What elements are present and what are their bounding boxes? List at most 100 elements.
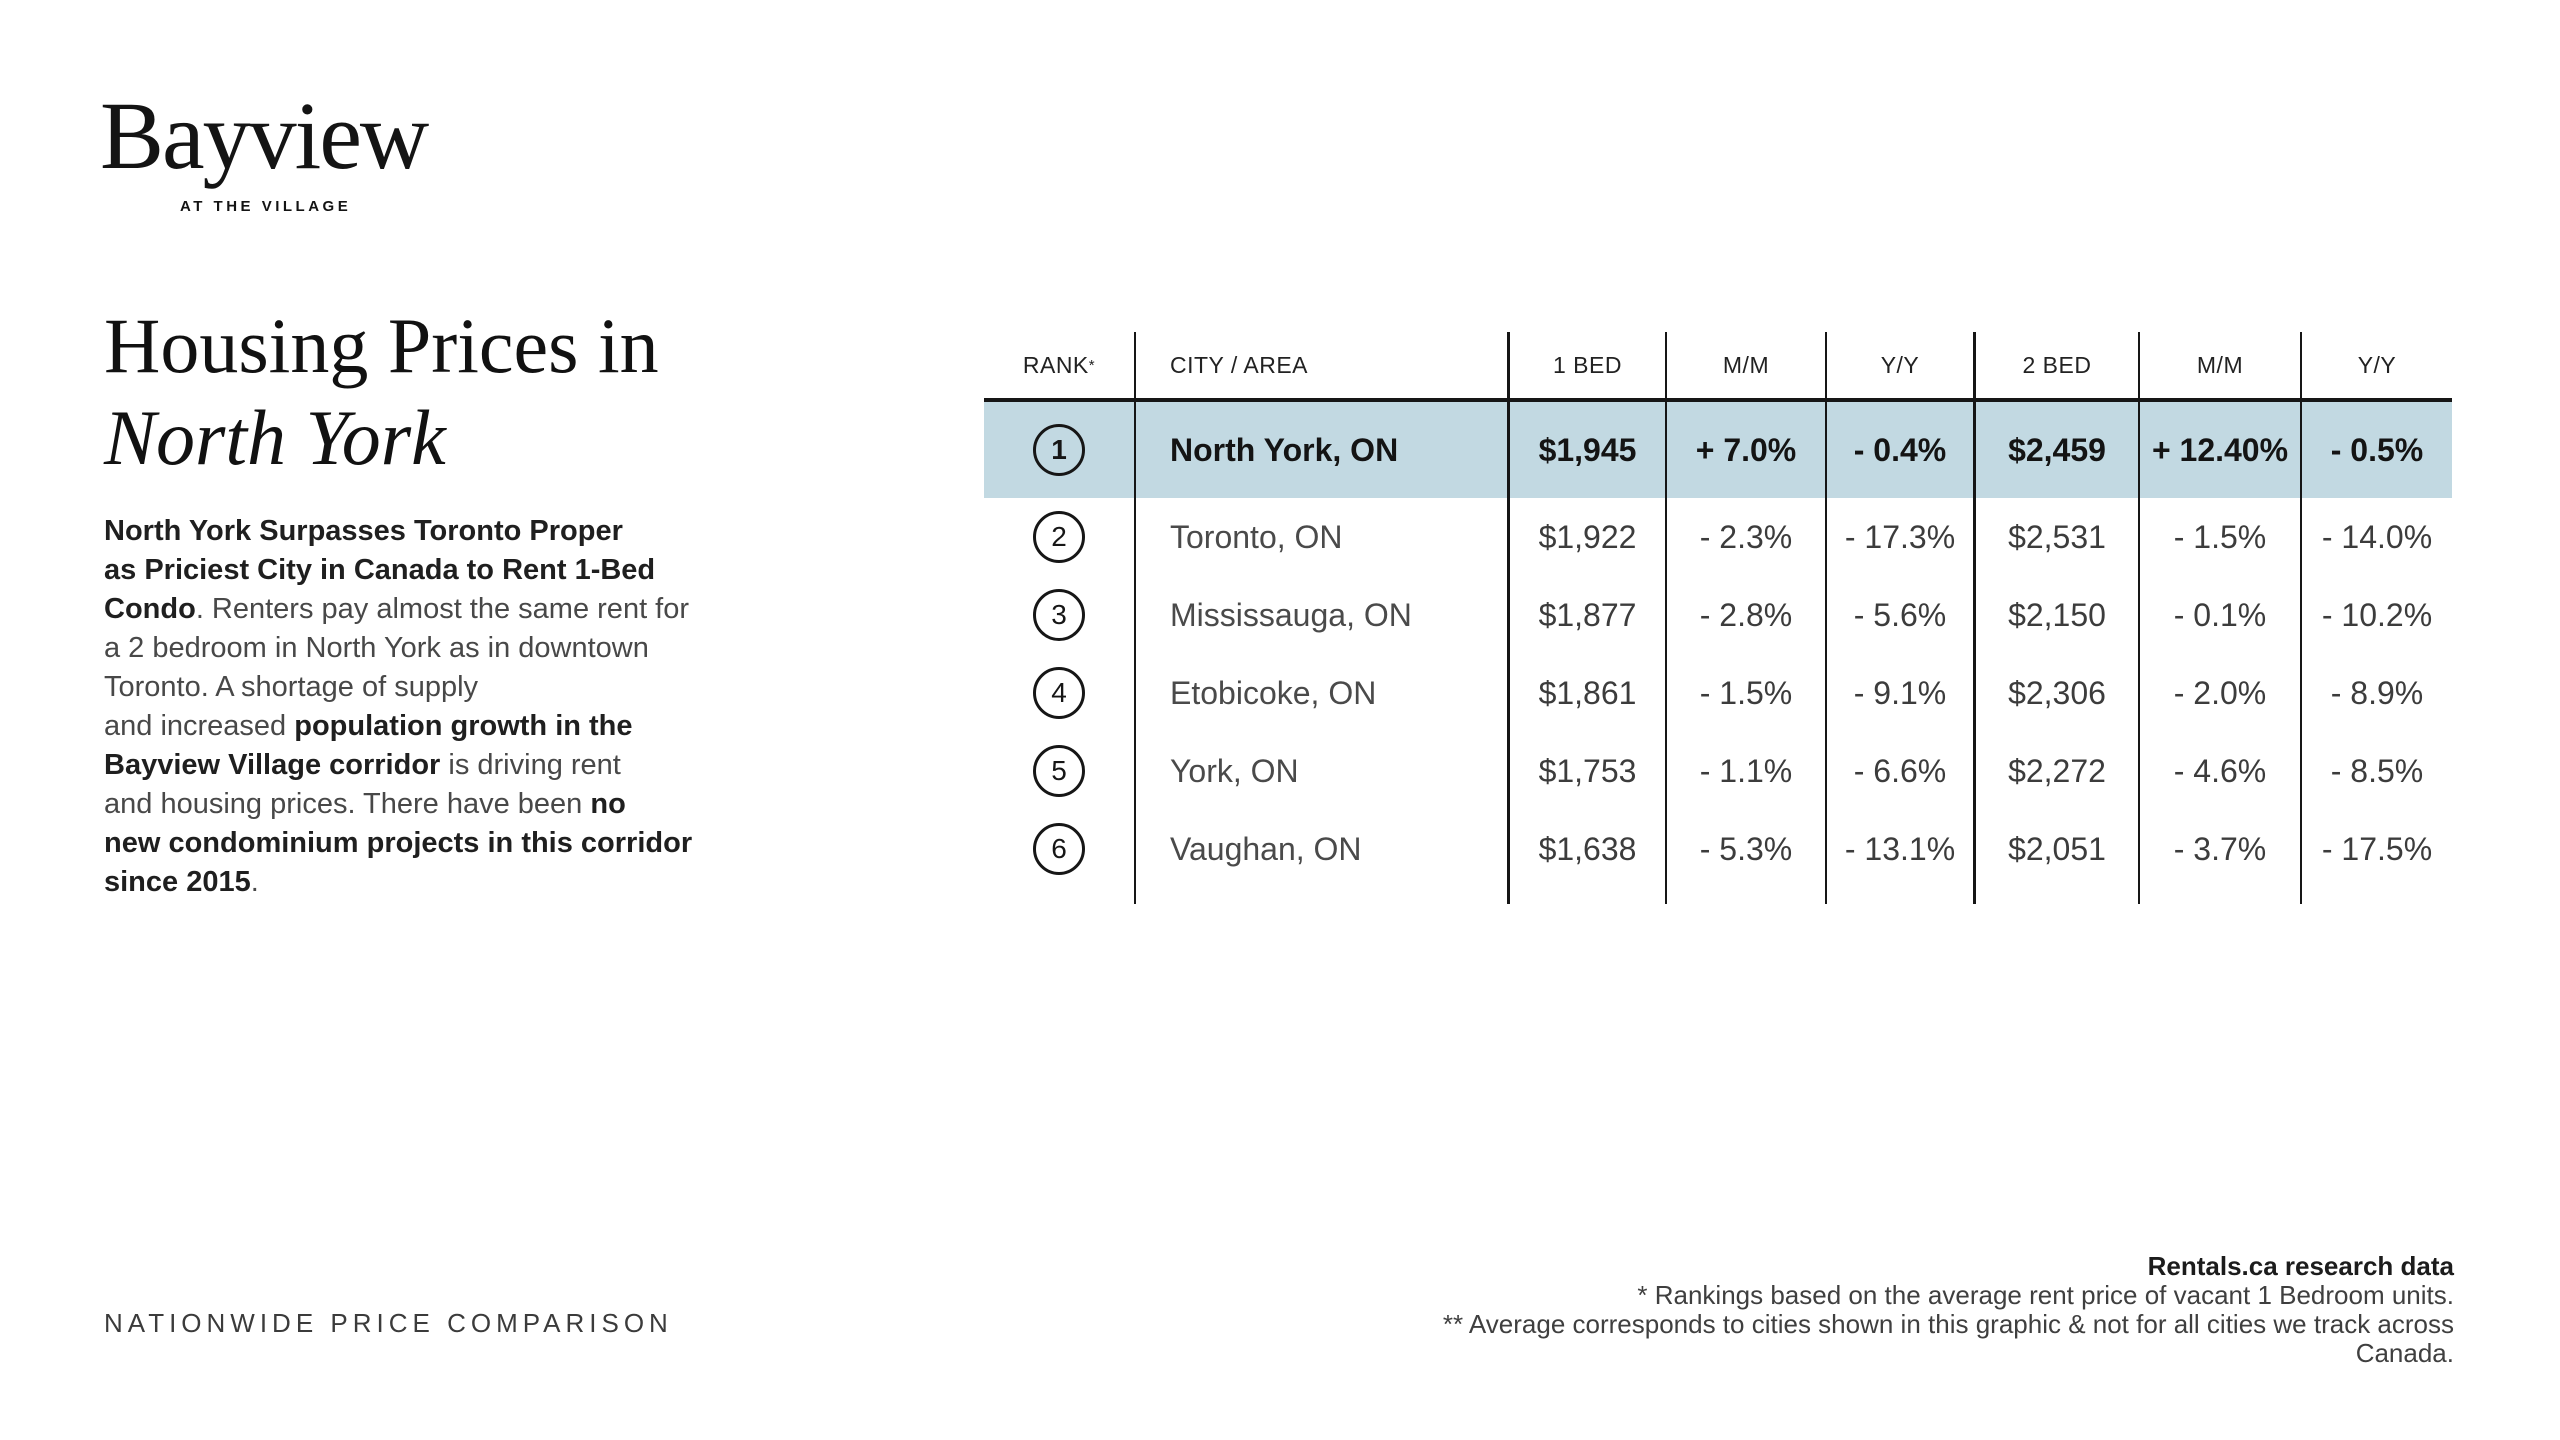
intro-bold-text: since 2015 <box>104 866 251 898</box>
cell-col-2bed-mm: - 3.7% <box>2138 810 2300 888</box>
cell-col-1bed-yy: - 13.1% <box>1825 810 1973 888</box>
intro-line: and increased population growth in the <box>104 707 692 746</box>
cell-col-city: Toronto, ON <box>1134 498 1507 576</box>
intro-text: . Renters pay almost the same rent for <box>195 593 690 625</box>
cell-col-1bed-mm: - 2.3% <box>1665 498 1825 576</box>
intro-text: . <box>250 866 259 898</box>
table-rule-extender <box>984 888 2452 904</box>
extender-cell <box>1134 888 1507 904</box>
cell-col-1bed-mm: - 5.3% <box>1665 810 1825 888</box>
intro-line: and housing prices. There have been no <box>104 785 692 824</box>
cell-col-1bed-mm: - 1.5% <box>1665 654 1825 732</box>
intro-bold-text: new condominium projects in this corrido… <box>104 827 693 859</box>
table-row: 2 Toronto, ON $1,922- 2.3% - 17.3% $2,531- 1… <box>984 498 2452 576</box>
footnote-line: ** Average corresponds to cities shown i… <box>1442 1309 2454 1339</box>
extender-cell <box>984 888 1134 904</box>
header-col-2bed-yy: Y/Y <box>2300 332 2452 398</box>
cell-col-rank: 2 <box>984 498 1134 576</box>
page-title-line2: North York <box>104 394 446 481</box>
footnotes: * Rankings based on the average rent pri… <box>1443 1281 2454 1368</box>
cell-col-2bed: $2,051 <box>1973 810 2138 888</box>
cell-col-2bed-mm: - 1.5% <box>2138 498 2300 576</box>
cell-col-1bed-mm: - 2.8% <box>1665 576 1825 654</box>
cell-col-2bed-mm: - 0.1% <box>2138 576 2300 654</box>
header-col-1bed: 1 BED <box>1507 332 1665 398</box>
cell-col-rank: 5 <box>984 732 1134 810</box>
header-col-1bed-yy: Y/Y <box>1825 332 1973 398</box>
intro-line: as Priciest City in Canada to Rent 1-Bed <box>104 551 692 590</box>
extender-cell <box>1507 888 1665 904</box>
extender-cell <box>1825 888 1973 904</box>
extender-cell <box>1665 888 1825 904</box>
intro-text: a 2 bedroom in North York as in downtown <box>104 632 649 664</box>
brand-tagline: AT THE VILLAGE <box>180 198 352 215</box>
cell-col-2bed: $2,306 <box>1973 654 2138 732</box>
cell-col-2bed: $2,459 <box>1973 402 2138 498</box>
cell-col-1bed-yy: - 6.6% <box>1825 732 1973 810</box>
table-row: 3 Mississauga, ON $1,877- 2.8% - 5.6% $2,150… <box>984 576 2452 654</box>
rank-badge: 5 <box>1033 745 1085 797</box>
cell-col-rank: 1 <box>984 402 1134 498</box>
cell-col-city: Vaughan, ON <box>1134 810 1507 888</box>
cell-col-2bed-mm: + 12.40% <box>2138 402 2300 498</box>
intro-bold-text: no <box>590 788 626 820</box>
header-col-city: CITY / AREA <box>1134 332 1507 398</box>
table-row: 5 York, ON $1,753- 1.1% - 6.6% $2,272- 4.6% -… <box>984 732 2452 810</box>
cell-col-1bed-yy: - 5.6% <box>1825 576 1973 654</box>
cell-col-1bed: $1,945 <box>1507 402 1665 498</box>
cell-col-2bed-yy: - 8.5% <box>2300 732 2452 810</box>
table-row: 1 North York, ON $1,945 + 7.0% - 0.4% $2,459 +… <box>984 402 2452 498</box>
header-rank-label: RANK <box>1022 351 1089 378</box>
cell-col-city: Etobicoke, ON <box>1134 654 1507 732</box>
intro-bold-text: population growth in the <box>294 710 633 742</box>
table-row: 6 Vaughan, ON $1,638- 5.3% - 13.1% $2,051- 3… <box>984 810 2452 888</box>
cell-col-city: North York, ON <box>1134 402 1507 498</box>
table-header-row: RANK * CITY / AREA 1 BED M/M Y/Y 2 BED M/M Y/Y <box>984 332 2452 402</box>
rank-badge: 1 <box>1033 424 1085 476</box>
header-col-1bed-mm: M/M <box>1665 332 1825 398</box>
footnote-line: Canada. <box>2355 1338 2454 1368</box>
intro-line: Toronto. A shortage of supply <box>104 668 692 707</box>
cell-col-2bed-yy: - 0.5% <box>2300 402 2452 498</box>
intro-line: Condo. Renters pay almost the same rent … <box>104 590 692 629</box>
cell-col-2bed-yy: - 8.9% <box>2300 654 2452 732</box>
rank-badge: 4 <box>1033 667 1085 719</box>
cell-col-2bed-mm: - 2.0% <box>2138 654 2300 732</box>
footer-left-label: NATIONWIDE PRICE COMPARISON <box>104 1308 673 1338</box>
rank-badge: 6 <box>1033 823 1085 875</box>
intro-text: Toronto. A shortage of supply <box>104 671 479 703</box>
pricing-table: RANK * CITY / AREA 1 BED M/M Y/Y 2 BED M/M Y/Y 1 N… <box>984 332 2452 904</box>
intro-line: a 2 bedroom in North York as in downtown <box>104 629 692 668</box>
intro-line: new condominium projects in this corrido… <box>104 824 692 863</box>
cell-col-1bed: $1,753 <box>1507 732 1665 810</box>
cell-col-2bed-yy: - 17.5% <box>2300 810 2452 888</box>
intro-paragraph: North York Surpasses Toronto Proper as Pr… <box>104 512 692 902</box>
cell-col-rank: 6 <box>984 810 1134 888</box>
page-title: Housing Prices in North York <box>104 300 659 484</box>
cell-col-1bed-mm: + 7.0% <box>1665 402 1825 498</box>
cell-col-2bed: $2,150 <box>1973 576 2138 654</box>
cell-col-rank: 4 <box>984 654 1134 732</box>
extender-cell <box>2300 888 2452 904</box>
header-col-rank: RANK * <box>984 332 1134 398</box>
extender-cell <box>1973 888 2138 904</box>
intro-text: is driving rent <box>440 749 621 781</box>
intro-bold-text: as Priciest City in Canada to Rent 1-Bed <box>104 554 656 586</box>
page-title-line1: Housing Prices in <box>104 302 659 389</box>
intro-bold-text: Bayview Village corridor <box>104 749 441 781</box>
cell-col-1bed-yy: - 0.4% <box>1825 402 1973 498</box>
cell-col-2bed: $2,272 <box>1973 732 2138 810</box>
intro-line: Bayview Village corridor is driving rent <box>104 746 692 785</box>
cell-col-2bed-yy: - 14.0% <box>2300 498 2452 576</box>
brand-logo: Bayview AT THE VILLAGE <box>100 82 429 216</box>
cell-col-1bed: $1,638 <box>1507 810 1665 888</box>
cell-col-1bed: $1,877 <box>1507 576 1665 654</box>
intro-bold-text: North York Surpasses Toronto Proper <box>104 515 623 547</box>
cell-col-city: Mississauga, ON <box>1134 576 1507 654</box>
brand-name: Bayview <box>100 82 429 189</box>
intro-line: since 2015. <box>104 863 692 902</box>
cell-col-2bed: $2,531 <box>1973 498 2138 576</box>
extender-cell <box>2138 888 2300 904</box>
cell-col-city: York, ON <box>1134 732 1507 810</box>
